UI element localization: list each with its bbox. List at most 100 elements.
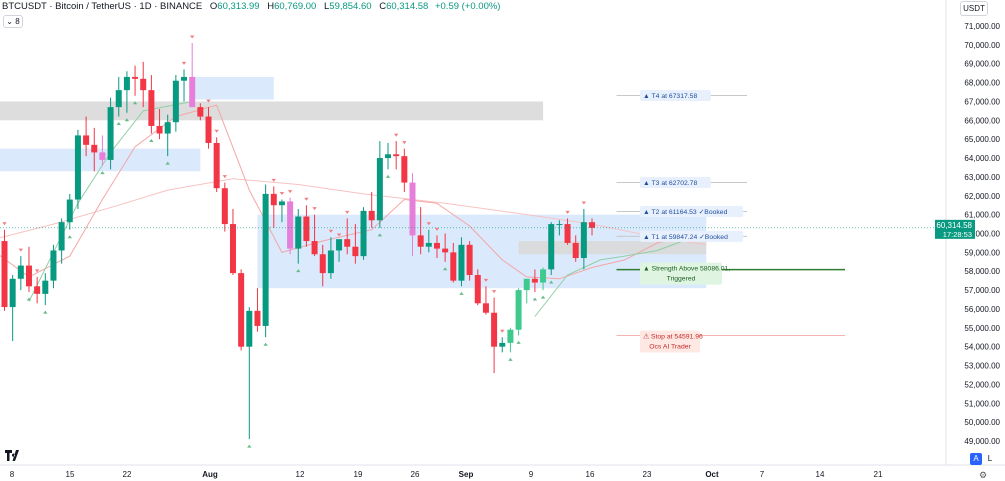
candle [189, 42, 196, 108]
close-label: C [379, 1, 387, 12]
x-tick-label: 15 [66, 470, 75, 479]
candle [140, 61, 147, 108]
x-tick-label: 21 [874, 470, 883, 479]
buy-arrow [247, 444, 252, 448]
sell-arrow [393, 133, 399, 137]
x-tick-label: 12 [296, 470, 305, 479]
candle-body [589, 222, 596, 228]
candle [336, 239, 343, 262]
buy-arrow [67, 235, 72, 239]
candle-body [229, 224, 236, 274]
x-tick-label: 26 [411, 470, 420, 479]
y-tick-label: 70,000.00 [964, 41, 1000, 50]
time-axis: 8 15 22 Aug 12 19 26 Sep 9 16 23 Oct 7 14 21 [0, 464, 1005, 479]
candle [42, 273, 49, 306]
buy-arrow [296, 269, 301, 273]
candle [303, 205, 310, 247]
countdown-label: 17:28:53 [943, 230, 972, 239]
sell-arrow [312, 207, 317, 211]
candle-body [164, 122, 171, 134]
candle-body [221, 188, 228, 225]
auto-scale-button[interactable]: A [970, 453, 982, 465]
sell-arrow [328, 229, 334, 233]
y-tick-label: 66,000.00 [964, 116, 1000, 125]
candle [482, 286, 489, 315]
ma-fast-line [0, 104, 707, 280]
candle [589, 218, 596, 236]
symbol-title[interactable]: BTCUSDT · Bitcoin / TetherUS · 1D · BINA… [2, 1, 203, 12]
sell-arrow [279, 192, 285, 196]
candle [401, 148, 408, 192]
candle-body [91, 144, 98, 153]
candle-body [311, 241, 318, 255]
candle-body [66, 199, 73, 223]
candle-body [25, 265, 32, 287]
y-tick-label: 59,000.00 [964, 248, 1000, 257]
plot-area: ▲ T4 at 67317.58 ▲ T3 at 62702.78 ▲ T2 at … [0, 35, 946, 448]
currency-selector[interactable]: USDT [960, 1, 988, 16]
x-tick-label: 19 [354, 470, 363, 479]
candle-body [442, 248, 449, 253]
y-tick-label: 58,000.00 [964, 267, 1000, 276]
candle-body [564, 224, 571, 243]
candle-body [417, 235, 424, 247]
candle [262, 184, 269, 338]
candle [368, 192, 375, 228]
candle-body [450, 252, 457, 281]
candle [344, 218, 351, 255]
level-sublabel-stop: Ocs AI Trader [649, 344, 691, 351]
candle [156, 109, 163, 140]
candle-body [482, 303, 489, 313]
candle [425, 229, 432, 253]
candle-body [74, 135, 81, 200]
candle-body [466, 244, 473, 275]
candle-body [344, 239, 351, 247]
candle-body [58, 222, 65, 251]
candle [229, 208, 236, 275]
buy-arrow [100, 171, 105, 175]
candle-body [115, 90, 122, 108]
gray-zone-4 [518, 241, 707, 255]
candle-body [360, 210, 367, 257]
y-tick-label: 54,000.00 [964, 343, 1000, 352]
candle [499, 337, 506, 353]
gear-icon[interactable]: ⚙ [978, 470, 988, 480]
tradingview-logo-icon[interactable] [5, 450, 25, 462]
candle [278, 199, 285, 223]
candle-body [401, 156, 408, 183]
candle-body [148, 90, 155, 126]
buy-arrow [549, 280, 554, 284]
candle-body [319, 254, 326, 274]
buy-arrow [263, 342, 268, 346]
candle [466, 241, 473, 281]
candle [74, 129, 81, 209]
level-label-box-t2 [640, 206, 744, 218]
sell-arrow [189, 35, 195, 39]
y-tick-label: 69,000.00 [964, 60, 1000, 69]
candle-body [385, 154, 392, 159]
candle [213, 137, 220, 192]
candle-body [181, 76, 188, 81]
candle-body [238, 273, 245, 347]
candle-body [17, 265, 24, 279]
candle-body [433, 242, 440, 249]
candle-body [376, 158, 383, 221]
candle-body [327, 250, 334, 274]
y-tick-label: 50,000.00 [964, 418, 1000, 427]
open-value: 60,313.99 [217, 1, 260, 12]
sell-arrow [500, 329, 505, 333]
candle [409, 173, 416, 257]
sell-arrow [491, 290, 497, 294]
level-label-t2: ▲ T2 at 61164.53 ✓Booked [643, 209, 728, 216]
log-scale-button[interactable]: L [987, 454, 993, 463]
candle-body [556, 224, 563, 226]
candle-body [523, 278, 530, 291]
buy-arrow [43, 310, 48, 314]
candle [115, 76, 122, 117]
sell-arrow [581, 201, 587, 205]
sell-arrow [287, 190, 293, 194]
candle-body [287, 201, 294, 249]
candle [417, 207, 424, 255]
indicators-collapse-button[interactable]: ⌄ 8 [3, 15, 23, 28]
